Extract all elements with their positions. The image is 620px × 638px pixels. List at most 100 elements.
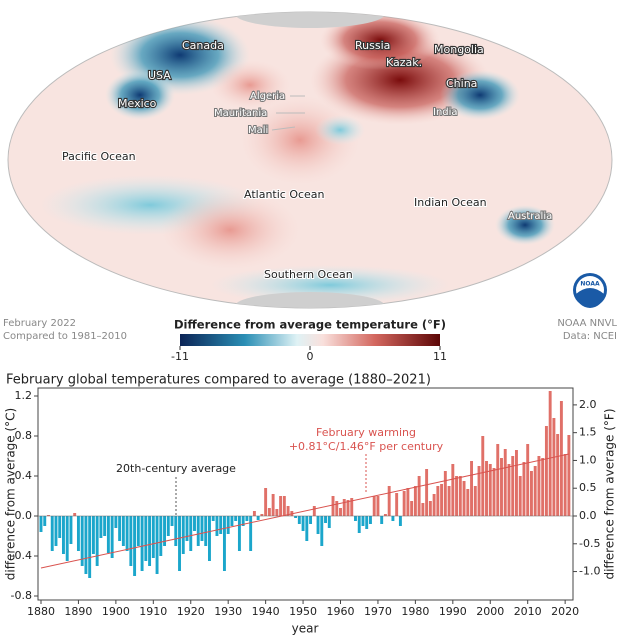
bar: [357, 516, 361, 533]
bar: [196, 516, 200, 546]
chart-title: February global temperatures compared to…: [6, 373, 431, 388]
y2-tick-label: 0.0: [579, 509, 597, 522]
bar: [166, 516, 170, 536]
bar: [507, 464, 511, 516]
bar: [118, 516, 122, 541]
map-label: India: [433, 107, 458, 118]
bar: [440, 484, 444, 516]
bar: [155, 516, 159, 574]
bar: [200, 516, 204, 541]
y-tick-label: 0.0: [15, 509, 33, 522]
bar: [159, 516, 163, 556]
bar: [69, 516, 73, 544]
bar: [286, 506, 290, 516]
bar: [185, 516, 189, 541]
caption: NOAA NNVL: [557, 318, 617, 329]
bar: [316, 516, 320, 534]
bar: [559, 401, 563, 516]
bar: [567, 435, 571, 516]
bar: [354, 516, 357, 521]
bar: [110, 516, 114, 558]
bar: [84, 516, 88, 574]
bar: [552, 418, 556, 516]
bar: [65, 516, 69, 561]
bar: [488, 464, 492, 516]
y-tick-label: -0.4: [11, 549, 32, 562]
bar: [320, 516, 324, 546]
bar: [500, 458, 503, 516]
bar: [451, 464, 455, 516]
bar: [526, 444, 530, 516]
bar: [339, 508, 342, 516]
bar: [331, 496, 335, 516]
bar: [432, 494, 436, 516]
bar: [88, 516, 92, 578]
bar: [522, 462, 526, 516]
bar: [391, 516, 395, 521]
bar: [477, 466, 481, 516]
x-tick-label: 1910: [139, 605, 167, 618]
bar: [305, 516, 309, 541]
bar: [518, 476, 522, 516]
bar: [458, 476, 462, 516]
bar: [252, 511, 256, 516]
bar: [193, 516, 196, 531]
colorbar-tick-label: 0: [307, 350, 314, 363]
bar: [275, 509, 279, 516]
bar: [136, 516, 140, 546]
map-label: Russia: [355, 39, 390, 52]
bar: [335, 501, 339, 516]
bar: [208, 516, 211, 561]
bar: [309, 516, 313, 524]
bar: [256, 516, 260, 520]
colorbar-tick-label: -11: [171, 350, 189, 363]
x-tick-label: 2020: [551, 605, 579, 618]
map-label: Indian Ocean: [414, 196, 487, 209]
y-tick-label: 0.8: [15, 429, 33, 442]
bar: [410, 501, 414, 516]
x-tick-label: 1890: [64, 605, 92, 618]
map-label: Mali: [248, 125, 268, 136]
y-tick-label: -0.8: [11, 589, 32, 602]
bar: [50, 516, 54, 551]
y-tick-label: 0.4: [15, 469, 33, 482]
bar: [189, 516, 193, 551]
y-axis-label: difference from average (°C): [4, 408, 18, 580]
y2-tick-label: 0.5: [579, 481, 597, 494]
bar: [103, 516, 107, 536]
bar: [372, 496, 376, 516]
annotation: +0.81°C/1.46°F per century: [289, 440, 444, 453]
bar: [39, 516, 43, 532]
caption: Data: NCEI: [563, 331, 617, 342]
bar: [282, 496, 286, 516]
bar: [215, 516, 219, 536]
bar: [406, 488, 410, 516]
bar: [417, 476, 421, 516]
bar: [222, 516, 226, 571]
bar: [125, 516, 129, 551]
x-tick-label: 1960: [327, 605, 355, 618]
map-label: Mauritania: [214, 108, 267, 119]
x-tick-label: 2010: [514, 605, 542, 618]
map: Canada USA Mexico Russia Kazak. Mongolia…: [7, 11, 613, 309]
bar: [297, 516, 301, 524]
bar: [515, 450, 518, 516]
bar: [54, 516, 58, 546]
y2-tick-label: -1.0: [579, 565, 600, 578]
x-tick-label: 1880: [27, 605, 55, 618]
bar: [174, 516, 178, 546]
leader: [271, 126, 296, 131]
y2-tick-label: -0.5: [579, 537, 600, 550]
bar: [421, 503, 425, 516]
map-label: USA: [148, 69, 171, 82]
x-tick-label: 1950: [289, 605, 317, 618]
bar: [533, 466, 537, 516]
map-label: Algeria: [250, 91, 285, 102]
y2-axis-label: difference from average (°F): [603, 409, 617, 580]
bar: [466, 489, 470, 516]
logo-text: NOAA: [580, 281, 600, 288]
bar: [387, 486, 391, 516]
x-tick-label: 1980: [401, 605, 429, 618]
bar: [428, 501, 432, 516]
bar: [219, 516, 223, 534]
